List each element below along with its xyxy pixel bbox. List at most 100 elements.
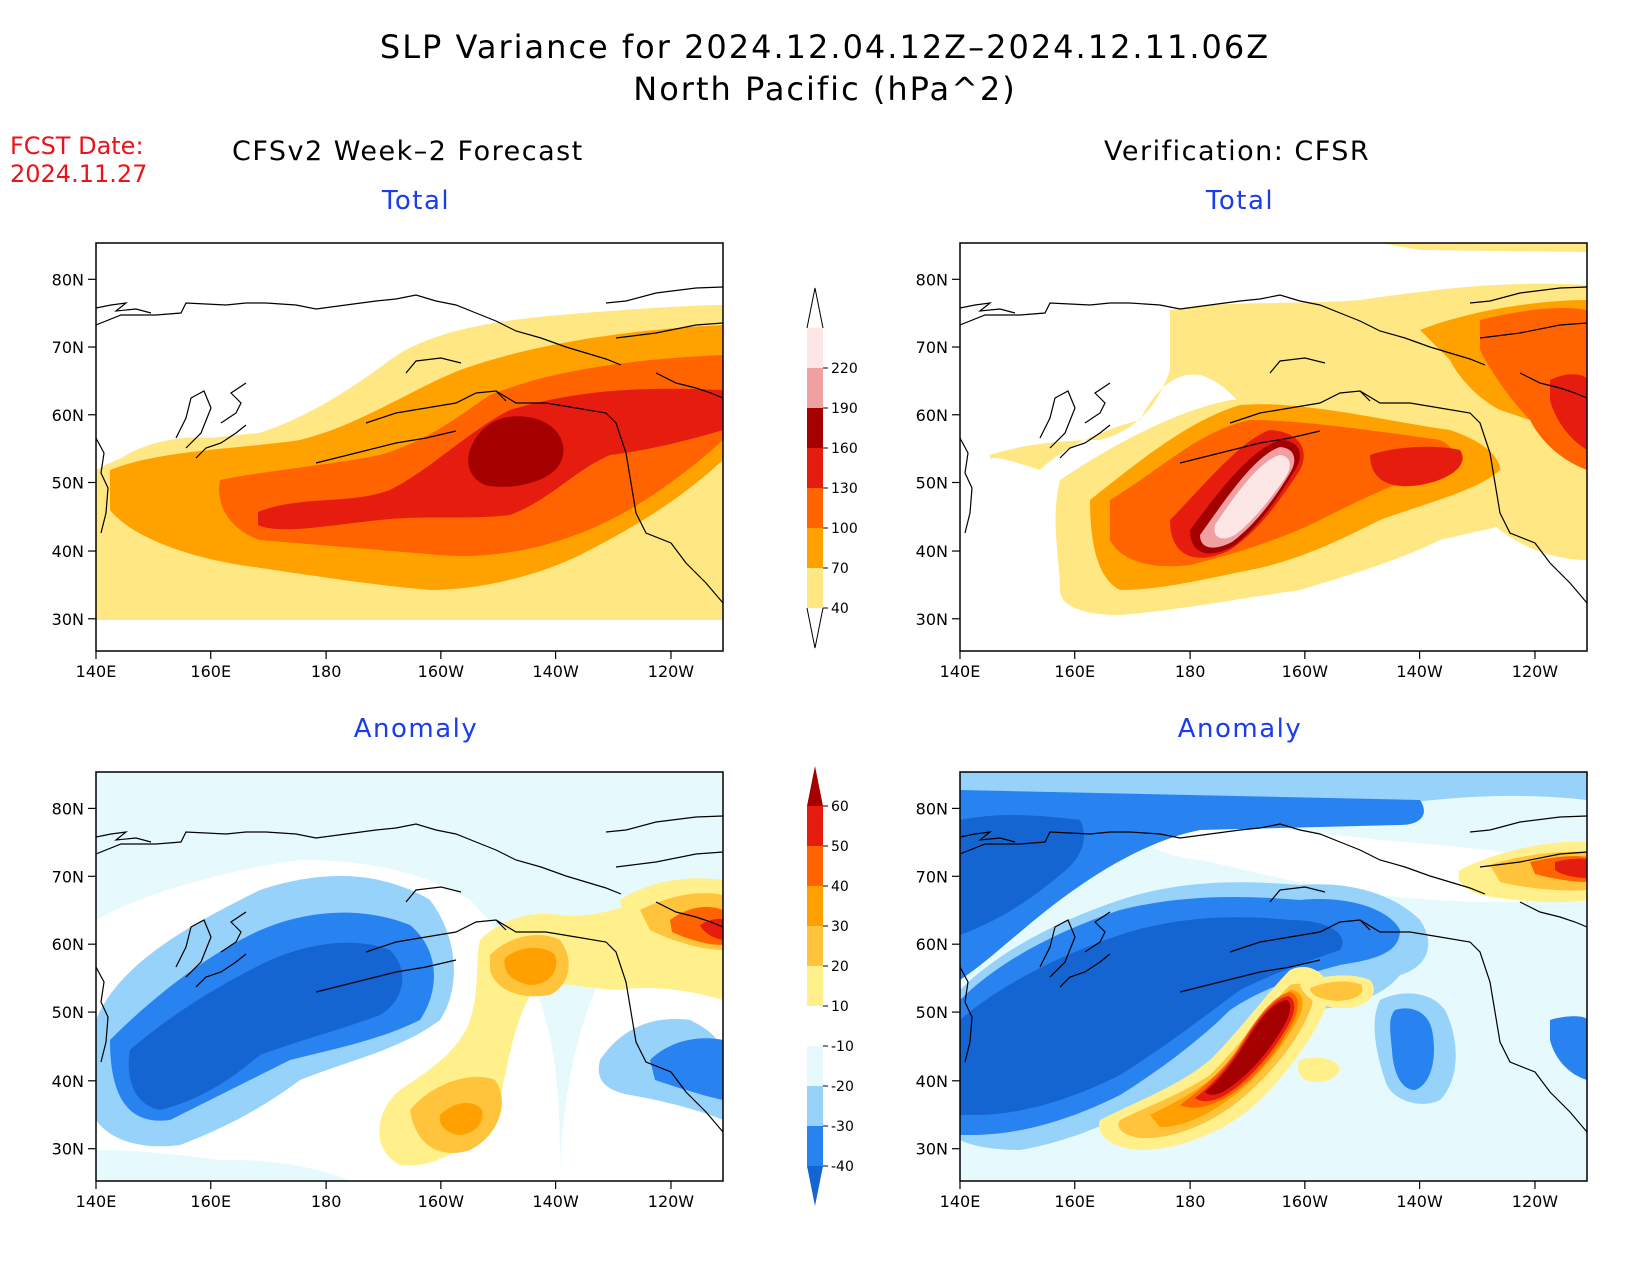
lat-label: 80N xyxy=(916,799,948,818)
colorbar-total-swatch xyxy=(807,328,823,368)
axes-layer: 80N 70N 60N 50N 40N 30N 140E 160E 180 160W 140W 120… xyxy=(52,270,1559,1211)
lon-label: 160W xyxy=(418,662,465,681)
lon-label: 140E xyxy=(76,1192,117,1211)
heading-forecast: CFSv2 Week–2 Forecast xyxy=(232,136,584,167)
lat-label: 30N xyxy=(916,610,948,629)
lat-label: 60N xyxy=(916,935,948,954)
lat-label: 80N xyxy=(52,799,84,818)
lon-label: 120W xyxy=(1512,662,1559,681)
lon-label: 140E xyxy=(940,1192,981,1211)
lon-label: 160W xyxy=(1282,1192,1329,1211)
map-forecast-anomaly xyxy=(96,772,723,1181)
colorbar-anomaly-label: -10 xyxy=(831,1039,854,1055)
fcst-label: FCST Date: xyxy=(10,132,144,160)
colorbar-total: 40 70 100 130 160 190 220 xyxy=(806,287,858,649)
panel-title-verification-anomaly: Anomaly xyxy=(1177,714,1303,744)
lat-label: 60N xyxy=(52,406,84,425)
lat-label: 70N xyxy=(52,338,84,357)
colorbar-anomaly-label: 10 xyxy=(831,999,849,1015)
colorbar-anomaly-label: 30 xyxy=(831,919,849,935)
panel-title-forecast-total: Total xyxy=(381,186,451,216)
colorbar-total-head xyxy=(806,287,824,329)
colorbar-total-swatch xyxy=(807,568,823,608)
lon-label: 180 xyxy=(311,662,342,681)
title-line1: SLP Variance for 2024.12.04.12Z–2024.12.… xyxy=(379,28,1271,66)
lat-label: 70N xyxy=(916,338,948,357)
lon-label: 160E xyxy=(1054,1192,1095,1211)
colorbar-anomaly-swatch xyxy=(807,926,823,966)
colorbar-total-swatch xyxy=(807,528,823,568)
colorbar-anomaly-swatch xyxy=(807,806,823,846)
panel-title-verification-total: Total xyxy=(1205,186,1275,216)
colorbar-anomaly-swatch xyxy=(807,886,823,926)
lon-label: 140W xyxy=(532,662,579,681)
lat-label: 40N xyxy=(52,1072,84,1091)
colorbar-total-swatch xyxy=(807,448,823,488)
frame-verification-anomaly xyxy=(959,771,1588,1182)
lon-label: 160E xyxy=(190,1192,231,1211)
colorbar-total-label: 40 xyxy=(831,601,849,617)
lon-label: 120W xyxy=(648,1192,695,1211)
lon-label: 140W xyxy=(1396,662,1443,681)
colorbar-total-label: 190 xyxy=(831,401,858,417)
lon-label: 180 xyxy=(1175,662,1206,681)
colorbar-anomaly-label: 20 xyxy=(831,959,849,975)
colorbar-total-label: 70 xyxy=(831,561,849,577)
colorbar-total-tail xyxy=(806,607,824,649)
colorbar-total-swatch xyxy=(807,408,823,448)
colorbar-anomaly-head xyxy=(807,766,823,806)
lat-label: 50N xyxy=(52,473,84,492)
colorbar-anomaly-swatch xyxy=(807,1086,823,1126)
frame-forecast-anomaly xyxy=(95,771,724,1182)
lat-label: 50N xyxy=(916,473,948,492)
frame-verification-total xyxy=(959,242,1588,652)
colorbar-anomaly-swatch xyxy=(807,966,823,1006)
lon-label: 140W xyxy=(532,1192,579,1211)
fcst-date: 2024.11.27 xyxy=(10,160,148,188)
lat-label: 30N xyxy=(52,610,84,629)
colorbar-anomaly-label: 60 xyxy=(831,799,849,815)
colorbar-total-label: 160 xyxy=(831,441,858,457)
lon-label: 140E xyxy=(940,662,981,681)
colorbar-anomaly: 60 50 40 30 20 10 -10 -20 -30 -40 xyxy=(807,766,854,1206)
lat-label: 40N xyxy=(52,542,84,561)
colorbar-anomaly-label: 40 xyxy=(831,879,849,895)
heading-verification: Verification: CFSR xyxy=(1104,136,1371,167)
colorbar-total-label: 220 xyxy=(831,361,858,377)
colorbar-total-label: 130 xyxy=(831,481,858,497)
lat-label: 80N xyxy=(52,270,84,289)
lon-label: 180 xyxy=(1175,1192,1206,1211)
lon-label: 160E xyxy=(1054,662,1095,681)
lat-label: 50N xyxy=(52,1003,84,1022)
title-line2: North Pacific (hPa^2) xyxy=(633,70,1017,108)
colorbar-anomaly-label: -20 xyxy=(831,1079,854,1095)
lat-label: 70N xyxy=(916,867,948,886)
colorbar-anomaly-swatch xyxy=(807,846,823,886)
colorbar-anomaly-swatch xyxy=(807,1126,823,1166)
map-forecast-total xyxy=(96,243,723,651)
lat-label: 40N xyxy=(916,542,948,561)
frame-forecast-total xyxy=(95,242,724,652)
map-verification-anomaly xyxy=(960,772,1587,1181)
colorbar-anomaly-label: -30 xyxy=(831,1119,854,1135)
lon-label: 180 xyxy=(311,1192,342,1211)
colorbar-anomaly-tail xyxy=(807,1166,823,1206)
lat-label: 30N xyxy=(916,1140,948,1159)
lat-label: 70N xyxy=(52,867,84,886)
lon-label: 120W xyxy=(648,662,695,681)
lon-label: 160E xyxy=(190,662,231,681)
colorbar-anomaly-swatch xyxy=(807,1006,823,1046)
lat-label: 80N xyxy=(916,270,948,289)
lat-label: 60N xyxy=(916,406,948,425)
panel-title-forecast-anomaly: Anomaly xyxy=(353,714,479,744)
lon-label: 160W xyxy=(1282,662,1329,681)
lat-label: 50N xyxy=(916,1003,948,1022)
lat-label: 30N xyxy=(52,1140,84,1159)
lon-label: 160W xyxy=(418,1192,465,1211)
lon-label: 140W xyxy=(1396,1192,1443,1211)
colorbar-total-swatch xyxy=(807,368,823,408)
colorbar-total-swatch xyxy=(807,488,823,528)
lat-label: 60N xyxy=(52,935,84,954)
lon-label: 120W xyxy=(1512,1192,1559,1211)
